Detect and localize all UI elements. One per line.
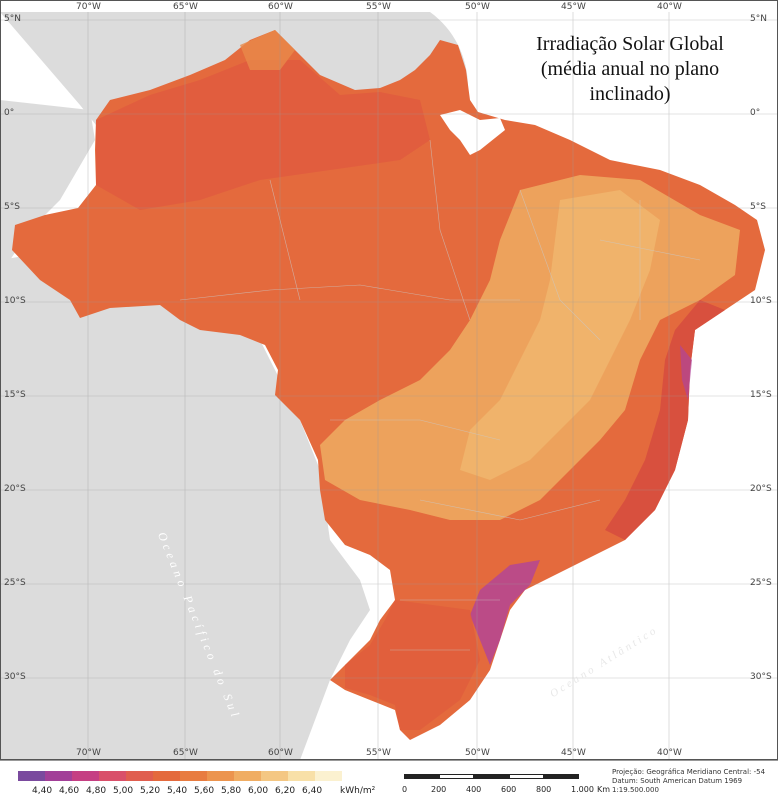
longitude-label: 50°W — [465, 2, 490, 12]
legend-swatch — [234, 771, 261, 781]
scale-segment — [439, 774, 474, 779]
longitude-label: 50°W — [465, 748, 490, 758]
legend-swatch — [315, 771, 342, 781]
zone-north-darker — [96, 60, 430, 210]
scale-label: 1.000 — [571, 785, 594, 794]
legend-unit: kWh/m² — [340, 786, 376, 796]
legend-label: 6,00 — [248, 786, 269, 796]
legend-swatch — [45, 771, 72, 781]
scale-segment — [544, 774, 579, 779]
longitude-label: 55°W — [366, 2, 391, 12]
title-line-1: Irradiação Solar Global — [536, 33, 724, 55]
legend-label: 5,00 — [113, 786, 134, 796]
scale-label: Km — [597, 785, 611, 794]
zone-central-lighter — [460, 190, 660, 480]
legend-swatch — [99, 771, 126, 781]
longitude-label: 40°W — [657, 2, 682, 12]
latitude-label: 10°S — [4, 296, 26, 306]
projection-line-2: Datum: South American Datum 1969 — [612, 777, 743, 785]
zone-coast-purple-north — [680, 345, 692, 400]
scale-label: 400 — [466, 785, 482, 794]
longitude-label: 65°W — [173, 748, 198, 758]
latitude-label: 0° — [4, 108, 15, 118]
legend-swatch — [261, 771, 288, 781]
latitude-label: 15°S — [750, 390, 772, 400]
longitude-label: 70°W — [76, 748, 101, 758]
scale-segment — [404, 774, 439, 779]
scale-segment — [509, 774, 544, 779]
legend-bar: 4,40 4,60 4,80 5,00 5,20 5,40 5,60 5,80 6,00 6,20… — [0, 760, 778, 805]
longitude-label: 45°W — [561, 748, 586, 758]
latitude-label: 0° — [750, 108, 761, 118]
zone-north-top-light — [240, 30, 295, 70]
neighbor-land-west — [0, 100, 95, 262]
legend-swatch — [207, 771, 234, 781]
scale-label: 800 — [536, 785, 552, 794]
latitude-label: 20°S — [4, 484, 26, 494]
scale-label: 0 — [402, 785, 408, 794]
scale-label: 200 — [431, 785, 447, 794]
legend-swatch — [180, 771, 207, 781]
scale-segment — [474, 774, 509, 779]
latitude-label: 30°S — [750, 672, 772, 682]
longitude-label: 60°W — [268, 748, 293, 758]
legend-swatch — [126, 771, 153, 781]
longitude-label: 65°W — [173, 2, 198, 12]
legend-swatch — [18, 771, 45, 781]
solar-irradiation-map — [0, 0, 778, 760]
latitude-label: 10°S — [750, 296, 772, 306]
title-line-2: (média anual no plano — [540, 58, 720, 80]
projection-line-1: Projeção: Geográfica Meridiano Central: … — [612, 768, 766, 776]
legend-swatch — [153, 771, 180, 781]
legend-label: 5,60 — [194, 786, 215, 796]
legend-swatch — [72, 771, 99, 781]
longitude-label: 70°W — [76, 2, 101, 12]
legend-label: 6,20 — [275, 786, 296, 796]
amazon-delta — [440, 110, 505, 155]
latitude-label: 15°S — [4, 390, 26, 400]
legend-label: 4,60 — [59, 786, 80, 796]
latitude-label: 30°S — [4, 672, 26, 682]
legend-label: 5,20 — [140, 786, 161, 796]
zone-coast-purple — [470, 560, 540, 665]
latitude-label: 5°N — [750, 14, 767, 24]
state-borders — [179, 139, 701, 651]
scale-label: 600 — [501, 785, 517, 794]
legend-label: 4,40 — [32, 786, 53, 796]
graticule — [0, 12, 778, 760]
legend-swatch — [288, 771, 315, 781]
title-line-3: inclinado) — [589, 83, 671, 105]
longitude-label: 45°W — [561, 2, 586, 12]
latitude-label: 20°S — [750, 484, 772, 494]
longitude-label: 40°W — [657, 748, 682, 758]
legend-label: 6,40 — [302, 786, 323, 796]
longitude-label: 55°W — [366, 748, 391, 758]
latitude-label: 25°S — [4, 578, 26, 588]
latitude-label: 25°S — [750, 578, 772, 588]
projection-line-3: 1:19.500.000 — [612, 786, 659, 794]
zone-east-coast-red — [605, 300, 725, 540]
legend-label: 5,40 — [167, 786, 188, 796]
latitude-label: 5°S — [750, 202, 766, 212]
legend-label: 4,80 — [86, 786, 107, 796]
latitude-label: 5°S — [4, 202, 20, 212]
longitude-label: 60°W — [268, 2, 293, 12]
projection-info: Projeção: Geográfica Meridiano Central: … — [612, 768, 772, 795]
zone-south-darker — [345, 600, 480, 730]
latitude-label: 5°N — [4, 14, 21, 24]
legend-label: 5,80 — [221, 786, 242, 796]
map-title: Irradiação Solar Global (média anual no … — [505, 32, 755, 107]
